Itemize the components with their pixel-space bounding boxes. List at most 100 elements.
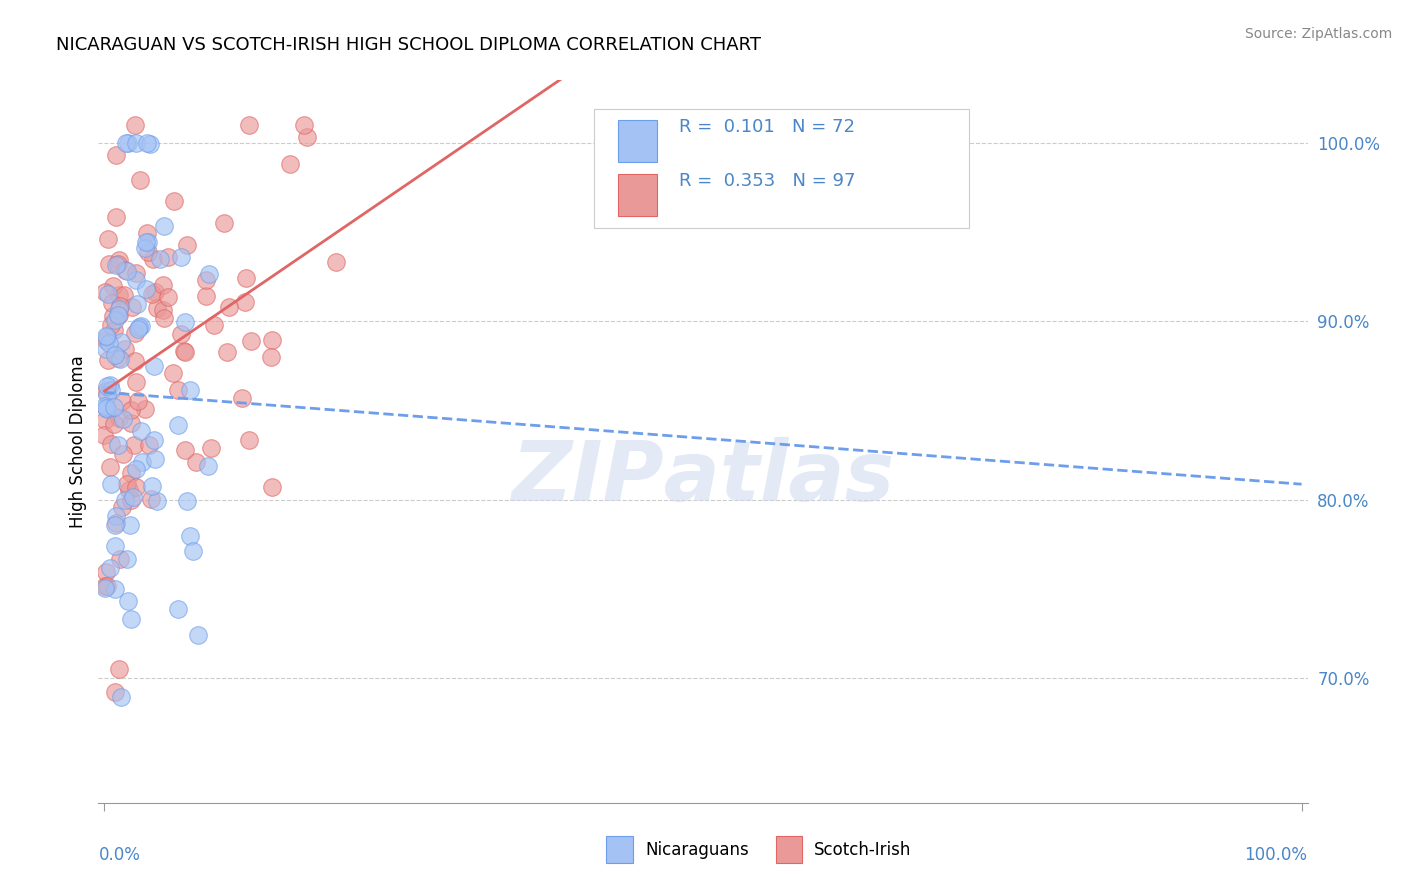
Point (194, 289, 217, 303)
Point (176, 237, 198, 252)
Text: ZIP​atlas: ZIP​atlas (512, 437, 894, 518)
Point (96, 379, 118, 393)
Point (120, 612, 142, 626)
Point (112, 287, 135, 301)
Point (111, 394, 134, 409)
Text: R =  0.101   N = 72: R = 0.101 N = 72 (679, 118, 855, 136)
Point (239, 334, 262, 348)
Point (167, 602, 190, 616)
Point (96, 333, 118, 347)
Point (146, 493, 169, 508)
Point (96, 579, 118, 593)
Point (105, 259, 128, 273)
Point (112, 411, 135, 425)
Point (104, 539, 127, 553)
Point (111, 447, 134, 461)
Point (325, 255, 347, 269)
Point (129, 172, 152, 186)
Point (122, 491, 145, 505)
Point (174, 442, 197, 457)
Point (198, 267, 221, 281)
Point (96, 342, 118, 356)
Point (104, 582, 127, 597)
Point (120, 467, 142, 481)
Point (107, 308, 129, 322)
Point (110, 690, 132, 705)
Point (100, 437, 122, 451)
FancyBboxPatch shape (606, 836, 633, 863)
Point (134, 402, 156, 417)
Text: R =  0.353   N = 97: R = 0.353 N = 97 (679, 172, 855, 190)
FancyBboxPatch shape (619, 174, 657, 216)
Text: Source: ZipAtlas.com: Source: ZipAtlas.com (1244, 27, 1392, 41)
Point (94, 329, 117, 343)
Point (125, 479, 148, 493)
Point (100, 318, 122, 333)
Point (118, 518, 141, 533)
Point (260, 480, 283, 494)
Point (94, 401, 117, 416)
Point (136, 244, 159, 259)
Point (118, 483, 141, 498)
Point (152, 278, 174, 293)
FancyBboxPatch shape (595, 109, 969, 228)
Point (233, 295, 256, 310)
Point (108, 252, 131, 267)
Point (128, 320, 150, 334)
Point (104, 313, 127, 327)
Point (212, 216, 235, 230)
Point (131, 455, 153, 469)
Point (93, 428, 115, 442)
Point (104, 516, 127, 530)
Point (127, 394, 149, 409)
Point (98, 378, 121, 392)
Point (125, 266, 148, 280)
Point (124, 136, 146, 150)
Point (217, 344, 239, 359)
Point (100, 476, 122, 491)
Point (139, 136, 162, 151)
Point (108, 301, 131, 316)
Text: Scotch-Irish: Scotch-Irish (814, 841, 911, 859)
Point (107, 351, 129, 366)
Point (260, 350, 283, 364)
Point (100, 383, 122, 397)
Point (292, 118, 315, 132)
Point (107, 438, 129, 452)
Point (114, 493, 136, 508)
Point (124, 354, 146, 368)
Point (117, 136, 139, 150)
Point (146, 301, 169, 315)
Point (117, 264, 139, 278)
Point (134, 241, 156, 255)
Point (136, 136, 159, 150)
Point (129, 424, 152, 438)
Point (114, 262, 136, 277)
Point (149, 252, 172, 266)
Point (152, 310, 174, 325)
Point (98, 257, 121, 271)
Point (114, 342, 136, 356)
Point (174, 345, 197, 359)
Point (141, 479, 163, 493)
Point (174, 314, 197, 328)
Point (105, 148, 128, 162)
Point (141, 492, 163, 507)
Point (110, 335, 132, 350)
Point (108, 308, 131, 322)
FancyBboxPatch shape (776, 836, 803, 863)
Point (153, 219, 176, 233)
Point (117, 594, 139, 608)
Point (138, 438, 160, 452)
Point (200, 441, 222, 455)
Point (96, 384, 118, 398)
Point (94, 413, 117, 427)
Point (120, 417, 142, 431)
Point (238, 433, 260, 447)
Point (104, 518, 127, 533)
Point (98, 459, 121, 474)
Point (100, 561, 122, 575)
Point (94, 566, 117, 580)
Point (176, 494, 198, 508)
Point (179, 529, 201, 543)
